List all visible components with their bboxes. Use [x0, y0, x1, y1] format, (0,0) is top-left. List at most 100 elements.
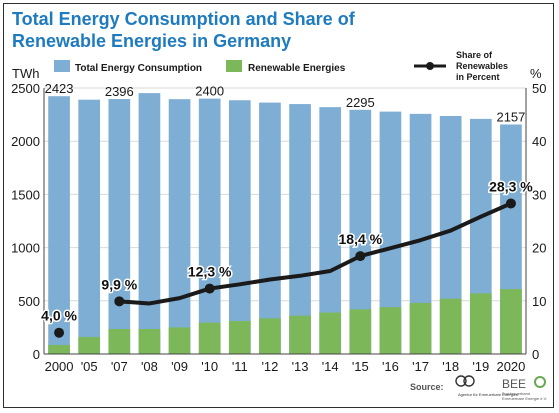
- bar-renewable: [379, 307, 402, 354]
- y-tick-right-label: 50: [532, 81, 546, 96]
- bar-renewable: [48, 344, 70, 354]
- x-tick-label: '16: [382, 359, 399, 374]
- y-axis-right-label: %: [530, 66, 542, 81]
- bee-logo-mark: [534, 376, 546, 388]
- x-tick-label: '15: [352, 359, 369, 374]
- y-tick-right-label: 20: [532, 241, 546, 256]
- bar-total: [289, 104, 311, 354]
- x-tick-label: '17: [412, 359, 429, 374]
- legend-label-share-2: Renewables: [456, 61, 508, 71]
- share-marker: [54, 327, 65, 338]
- share-marker: [355, 251, 366, 262]
- bar-renewable: [439, 298, 462, 354]
- bar-total: [228, 100, 251, 355]
- share-marker: [204, 283, 215, 294]
- bar-renewable: [289, 315, 311, 354]
- share-line: [119, 201, 512, 306]
- y-tick-left-label: 2000: [11, 134, 40, 149]
- y-tick-right-label: 40: [532, 134, 546, 149]
- bar-total: [78, 99, 101, 354]
- y-tick-left-label: 0: [33, 347, 40, 362]
- bar-value-label: 2396: [105, 84, 134, 99]
- legend-swatch-renewable: [226, 60, 242, 72]
- bar-renewable: [259, 318, 281, 354]
- legend-swatch-total: [54, 60, 70, 72]
- bar-total: [198, 98, 221, 354]
- chart-title-line-1: Total Energy Consumption and Share of: [12, 9, 355, 29]
- x-tick-label: '11: [232, 359, 248, 374]
- aee-logo-text: Agentur für Erneuerbare Energien: [458, 392, 518, 397]
- source-block: Source: Agentur für Erneuerbare Energien…: [410, 375, 547, 401]
- x-tick-label: '12: [261, 359, 278, 374]
- x-tick-label: '05: [81, 359, 98, 374]
- bar-renewable: [500, 289, 522, 354]
- bee-logo-line-1: Bundesverband: [502, 391, 530, 396]
- bar-total: [108, 99, 131, 354]
- x-tick-label: '18: [442, 359, 459, 374]
- x-tick-label: 2020: [496, 359, 525, 374]
- legend-label-share-1: Share of: [456, 50, 493, 60]
- y-tick-left-label: 500: [18, 294, 40, 309]
- axes-layer: 0 500 1000 1500 2000 2500 0 10 20 30 40 50 2000 '05 '0…: [11, 81, 546, 374]
- source-label: Source:: [410, 382, 444, 392]
- bar-value-label: 2157: [496, 109, 525, 124]
- bar-renewable: [228, 321, 251, 354]
- aee-logo: Agentur für Erneuerbare Energien: [455, 375, 518, 397]
- labels-layer: 2423 2396 2400 2295 2157 4,0 % 9,9 % 12,3 % 18,4…: [40, 81, 535, 325]
- chart-title-line-2: Renewable Energies in Germany: [12, 31, 292, 51]
- bar-total: [409, 113, 432, 355]
- bee-logo: BEE Bundesverband Erneuerbare Energie e.…: [502, 376, 547, 401]
- bar-total: [259, 102, 281, 354]
- x-tick-label: 2000: [45, 359, 74, 374]
- bar-total: [379, 111, 402, 355]
- bar-total: [168, 99, 191, 354]
- x-tick-label: '10: [201, 359, 218, 374]
- bars-layer: [48, 93, 522, 355]
- bar-renewable: [138, 328, 161, 354]
- y-tick-right-label: 10: [532, 294, 546, 309]
- legend-marker-share: [426, 62, 434, 70]
- share-value-label: 9,9 %: [101, 276, 137, 292]
- bar-total: [439, 115, 462, 354]
- y-tick-left-label: 1000: [11, 241, 40, 256]
- bar-renewable: [409, 302, 432, 354]
- share-value-label: 28,3 %: [489, 178, 533, 194]
- bar-renewable: [168, 327, 191, 354]
- bar-value-label: 2295: [346, 95, 375, 110]
- bar-total: [48, 96, 70, 354]
- share-value-label: 4,0 %: [41, 308, 77, 324]
- bar-renewable: [469, 293, 492, 354]
- share-marker: [505, 198, 516, 209]
- bar-total: [138, 93, 161, 354]
- bar-renewable: [198, 322, 221, 354]
- share-line-layer: [54, 198, 516, 338]
- legend-label-total: Total Energy Consumption: [75, 63, 202, 74]
- share-value-label: 18,4 %: [339, 231, 383, 247]
- legend: Total Energy Consumption Renewable Energ…: [54, 50, 508, 82]
- x-tick-label: '07: [111, 359, 128, 374]
- share-value-label: 12,3 %: [188, 264, 232, 280]
- chart-title: Total Energy Consumption and Share of Re…: [12, 8, 355, 52]
- bar-renewable: [108, 328, 131, 354]
- x-tick-label: '13: [292, 359, 309, 374]
- aee-logo-ring-1: [455, 375, 467, 387]
- legend-label-share-3: in Percent: [456, 72, 500, 82]
- x-tick-label: '14: [322, 359, 339, 374]
- share-marker: [114, 296, 125, 307]
- y-tick-left-label: 2500: [11, 81, 40, 96]
- aee-logo-ring-2: [463, 375, 475, 387]
- bee-logo-title: BEE: [502, 377, 526, 391]
- y-tick-right-label: 0: [532, 347, 539, 362]
- bar-value-label: 2423: [45, 81, 74, 96]
- y-axis-left-label: TWh: [12, 66, 39, 81]
- bar-renewable: [78, 336, 101, 354]
- y-tick-left-label: 1500: [11, 187, 40, 202]
- x-tick-label: '08: [141, 359, 158, 374]
- bee-logo-line-2: Erneuerbare Energie e.V.: [502, 396, 547, 401]
- bar-total: [319, 107, 342, 354]
- legend-label-renewable: Renewable Energies: [248, 63, 346, 74]
- bar-total: [349, 109, 372, 354]
- bar-value-label: 2400: [195, 84, 224, 99]
- bar-renewable: [349, 309, 372, 354]
